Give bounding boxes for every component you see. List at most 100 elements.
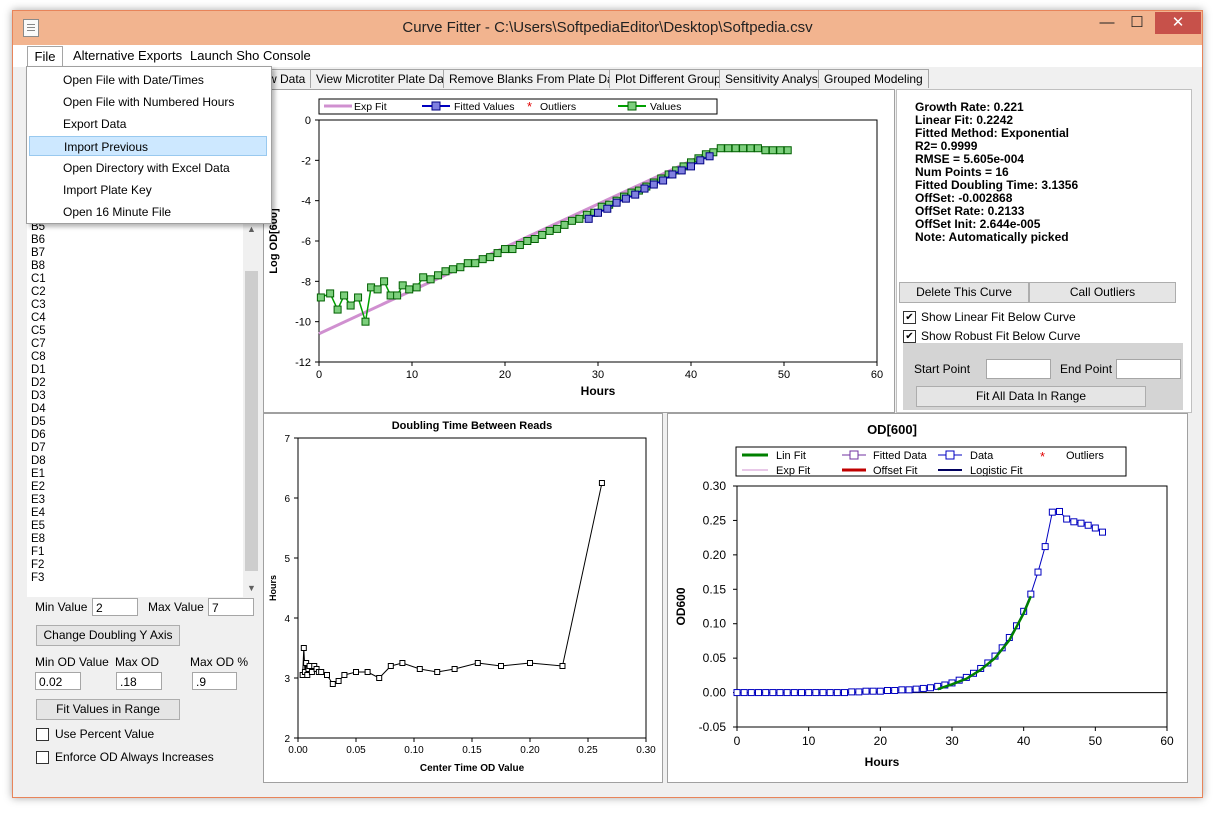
- stat-line: Linear Fit: 0.2242: [915, 113, 1014, 127]
- data-point: [1063, 515, 1071, 523]
- well-list-item[interactable]: C8: [31, 351, 46, 363]
- well-list-item[interactable]: E5: [31, 520, 46, 532]
- delete-curve-button[interactable]: Delete This Curve: [899, 282, 1029, 303]
- well-list-item[interactable]: C5: [31, 325, 46, 337]
- well-list-item[interactable]: B8: [31, 260, 46, 272]
- well-list-item[interactable]: C2: [31, 286, 46, 298]
- well-list-item[interactable]: B5: [31, 221, 46, 233]
- tab-grouped-modeling[interactable]: Grouped Modeling: [818, 69, 929, 88]
- values-point: [426, 275, 435, 284]
- stat-line: Fitted Method: Exponential: [915, 126, 1069, 140]
- start-point-input[interactable]: [986, 359, 1051, 379]
- use-percent-checkbox[interactable]: [36, 728, 49, 741]
- legend-linfit-label: Lin Fit: [776, 450, 806, 462]
- fitted-point: [621, 194, 630, 203]
- well-list-item[interactable]: D7: [31, 442, 46, 454]
- plot-area: [318, 119, 878, 363]
- min-od-input[interactable]: 0.02: [35, 672, 81, 690]
- well-list-item[interactable]: C3: [31, 299, 46, 311]
- max-od-pct-input[interactable]: .9: [192, 672, 237, 690]
- well-list-item[interactable]: B6: [31, 234, 46, 246]
- well-list-item[interactable]: D8: [31, 455, 46, 467]
- end-point-input[interactable]: [1116, 359, 1181, 379]
- data-point: [927, 684, 934, 692]
- doubling-point: [387, 663, 394, 669]
- minimize-button[interactable]: —: [1099, 14, 1115, 31]
- file-menu-item[interactable]: Open Directory with Excel Data: [29, 158, 267, 178]
- show-linear-checkbox[interactable]: ✔: [903, 311, 916, 324]
- tab-remove-blanks[interactable]: Remove Blanks From Plate Data: [443, 69, 630, 88]
- data-point: [769, 689, 777, 697]
- well-list-item[interactable]: D5: [31, 416, 46, 428]
- data-point: [912, 685, 920, 693]
- file-menu-item[interactable]: Open File with Numbered Hours: [29, 92, 267, 112]
- values-point: [380, 277, 389, 286]
- scroll-thumb[interactable]: [245, 271, 258, 571]
- call-outliers-button[interactable]: Call Outliers: [1029, 282, 1176, 303]
- well-list-item[interactable]: E8: [31, 533, 46, 545]
- values-point: [716, 144, 725, 153]
- y-tick-label: -10: [295, 317, 311, 329]
- values-point: [441, 267, 450, 276]
- x-tick-label: 10: [802, 734, 816, 748]
- well-list-item[interactable]: B7: [31, 247, 46, 259]
- max-od-input[interactable]: .18: [116, 672, 162, 690]
- change-doubling-button[interactable]: Change Doubling Y Axis: [36, 625, 180, 646]
- well-list-item[interactable]: C7: [31, 338, 46, 350]
- stat-line: R2= 0.9999: [915, 139, 978, 153]
- min-value-input[interactable]: 2: [92, 598, 138, 616]
- well-list-item[interactable]: E1: [31, 468, 46, 480]
- file-menu-item[interactable]: Export Data: [29, 114, 267, 134]
- show-robust-checkbox[interactable]: ✔: [903, 330, 916, 343]
- file-menu-item[interactable]: Import Plate Key: [29, 180, 267, 200]
- values-point: [346, 301, 355, 310]
- enforce-od-checkbox[interactable]: [36, 751, 49, 764]
- values-point: [326, 289, 335, 298]
- scroll-up-icon[interactable]: ▲: [247, 224, 256, 234]
- tab-view-data[interactable]: w Data: [263, 69, 314, 88]
- y-tick-label: 0.00: [703, 686, 727, 700]
- well-list-item[interactable]: D3: [31, 390, 46, 402]
- well-list-item[interactable]: E3: [31, 494, 46, 506]
- data-point: [805, 689, 813, 697]
- well-list-item[interactable]: F1: [31, 546, 45, 558]
- tab-plot-groups[interactable]: Plot Different Groups: [609, 69, 733, 88]
- values-point: [493, 249, 502, 258]
- well-list-item[interactable]: F3: [31, 572, 45, 584]
- y-tick-label: 2: [284, 734, 290, 745]
- max-value-input[interactable]: 7: [208, 598, 254, 616]
- fit-all-range-button[interactable]: Fit All Data In Range: [916, 386, 1146, 407]
- values-point: [361, 317, 370, 326]
- well-list-item[interactable]: E4: [31, 507, 46, 519]
- stat-line: Note: Automatically picked: [915, 230, 1069, 244]
- y-tick-label: 0.10: [703, 617, 727, 631]
- file-menu-item[interactable]: Import Previous: [29, 136, 267, 156]
- tab-sensitivity[interactable]: Sensitivity Analysis: [719, 69, 833, 88]
- well-list-item[interactable]: E2: [31, 481, 46, 493]
- well-list-item[interactable]: D1: [31, 364, 46, 376]
- tab-view-microtiter[interactable]: View Microtiter Plate Data: [310, 69, 460, 88]
- menu-file[interactable]: File: [27, 46, 63, 67]
- scroll-down-icon[interactable]: ▼: [247, 583, 256, 593]
- well-list-item[interactable]: D6: [31, 429, 46, 441]
- well-list-item[interactable]: D2: [31, 377, 46, 389]
- well-list[interactable]: B5 B6 B7 B8 C1 C2 C3 C4 C5 C7 C8 D1 D2 D3 D4 D5 D6 D7 D8 E1…: [27, 221, 259, 597]
- well-list-item[interactable]: C4: [31, 312, 46, 324]
- file-menu-item[interactable]: Open File with Date/Times: [29, 70, 267, 90]
- well-list-scrollbar[interactable]: ▲ ▼: [243, 221, 260, 597]
- maximize-button[interactable]: ☐: [1130, 14, 1144, 31]
- menu-launch-sho-console[interactable]: Launch Sho Console: [190, 48, 311, 63]
- close-button[interactable]: ✕: [1155, 12, 1201, 34]
- legend-expfit-label: Exp Fit: [354, 101, 387, 113]
- doubling-point: [474, 660, 481, 666]
- y-axis-label: OD600: [674, 587, 688, 625]
- values-point: [463, 259, 472, 268]
- menu-alternative-exports[interactable]: Alternative Exports: [73, 48, 183, 63]
- max-od-label: Max OD: [115, 655, 160, 669]
- well-list-item[interactable]: C1: [31, 273, 46, 285]
- well-list-item[interactable]: F2: [31, 559, 45, 571]
- fitted-point: [705, 152, 714, 161]
- file-menu-item[interactable]: Open 16 Minute File: [29, 202, 267, 222]
- fit-values-button[interactable]: Fit Values in Range: [36, 699, 180, 720]
- well-list-item[interactable]: D4: [31, 403, 46, 415]
